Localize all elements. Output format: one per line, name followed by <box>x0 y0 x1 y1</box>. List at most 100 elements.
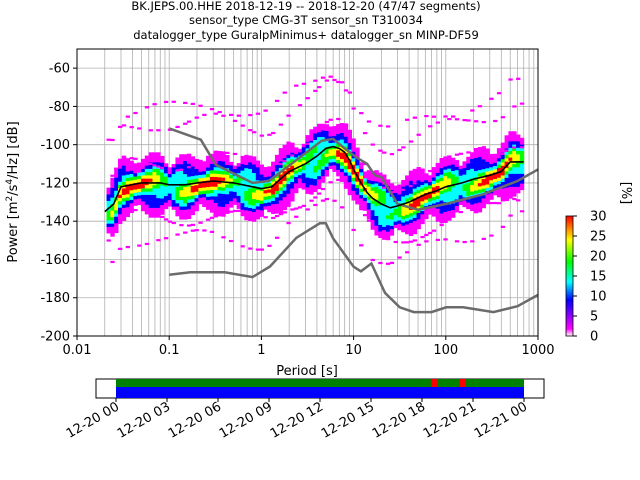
heatmap-cell <box>263 199 268 204</box>
heatmap-cell <box>470 184 475 189</box>
heatmap-cell <box>382 200 387 205</box>
heatmap-cell <box>225 203 230 208</box>
heatmap-cell <box>470 165 475 169</box>
heatmap-cell <box>408 232 414 237</box>
heatmap-cell <box>424 215 429 220</box>
heatmap-cell <box>301 176 307 180</box>
heatmap-cell <box>225 187 230 192</box>
heatmap-cell <box>378 192 383 196</box>
heatmap-cell <box>351 157 356 162</box>
heatmap-cell <box>175 196 180 201</box>
heatmap-cell <box>140 171 146 176</box>
heatmap-outlier-cell <box>424 233 429 237</box>
heatmap-cell <box>209 176 215 181</box>
heatmap-cell <box>309 171 314 176</box>
heatmap-cell <box>290 184 295 189</box>
heatmap-cell <box>359 185 364 189</box>
heatmap-cell <box>470 155 475 160</box>
heatmap-cell <box>317 127 322 131</box>
heatmap-cell <box>240 173 245 178</box>
heatmap-cell <box>320 179 326 183</box>
heatmap-outlier-cell <box>121 156 127 159</box>
heatmap-cell <box>213 176 219 181</box>
x-tick-label: 100 <box>433 343 458 358</box>
heatmap-cell <box>236 195 241 200</box>
heatmap-cell <box>454 192 460 197</box>
heatmap-outlier-cell <box>202 113 207 116</box>
heatmap-cell <box>420 191 425 195</box>
heatmap-cell <box>217 154 222 158</box>
heatmap-cell <box>309 174 314 179</box>
heatmap-cell <box>313 133 318 137</box>
heatmap-cell <box>439 174 444 178</box>
heatmap-cell <box>397 216 402 221</box>
heatmap-cell <box>508 147 513 152</box>
heatmap-cell <box>251 192 257 196</box>
heatmap-outlier-cell <box>420 235 425 239</box>
heatmap-cell <box>420 171 425 176</box>
heatmap-outlier-cell <box>408 240 414 243</box>
heatmap-cell <box>278 196 284 201</box>
heatmap-cell <box>179 193 184 197</box>
heatmap-cell <box>221 161 226 165</box>
heatmap-outlier-cell <box>309 199 314 202</box>
heatmap-outlier-cell <box>125 115 130 118</box>
heatmap-cell <box>332 155 337 159</box>
heatmap-cell <box>148 214 153 218</box>
heatmap-cell <box>152 184 157 189</box>
heatmap-cell <box>160 188 165 193</box>
heatmap-cell <box>286 187 291 191</box>
heatmap-cell <box>443 156 448 160</box>
heatmap-cell <box>156 162 161 166</box>
heatmap-cell <box>213 192 219 197</box>
heatmap-cell <box>359 172 364 176</box>
heatmap-cell <box>481 194 486 199</box>
heatmap-cell <box>202 190 207 195</box>
heatmap-cell <box>374 209 379 213</box>
heatmap-cell <box>374 205 379 210</box>
heatmap-cell <box>512 134 517 139</box>
heatmap-cell <box>336 163 341 167</box>
heatmap-cell <box>206 170 211 175</box>
heatmap-cell <box>443 192 448 196</box>
heatmap-outlier-cell <box>428 231 433 235</box>
heatmap-cell <box>309 187 314 192</box>
heatmap-cell <box>236 198 241 203</box>
heatmap-cell <box>374 225 379 230</box>
heatmap-cell <box>519 150 525 155</box>
heatmap-cell <box>282 187 287 191</box>
heatmap-cell <box>355 178 360 182</box>
heatmap-cell <box>466 173 471 177</box>
heatmap-outlier-cell <box>271 216 276 220</box>
heatmap-cell <box>263 183 268 187</box>
heatmap-cell <box>221 183 226 188</box>
heatmap-cell <box>389 196 395 200</box>
heatmap-cell <box>466 182 471 187</box>
heatmap-cell <box>485 197 490 201</box>
heatmap-cell <box>186 176 192 180</box>
heatmap-cell <box>248 175 253 179</box>
heatmap-cell <box>240 196 245 200</box>
heatmap-cell <box>183 167 188 171</box>
heatmap-cell <box>221 157 226 162</box>
heatmap-cell <box>163 186 169 190</box>
heatmap-cell <box>462 190 467 195</box>
heatmap-cell <box>259 203 264 208</box>
heatmap-cell <box>389 186 395 191</box>
time-tick-label: 12-21 00 <box>472 399 530 441</box>
heatmap-cell <box>152 204 157 208</box>
heatmap-cell <box>244 161 249 165</box>
heatmap-cell <box>313 139 318 144</box>
heatmap-cell <box>156 184 161 189</box>
heatmap-cell <box>286 161 291 165</box>
heatmap-cell <box>450 160 456 165</box>
heatmap-outlier-cell <box>209 230 215 233</box>
heatmap-cell <box>278 161 284 165</box>
heatmap-outlier-cell <box>271 131 276 135</box>
heatmap-cell <box>297 184 303 189</box>
heatmap-cell <box>489 153 494 158</box>
heatmap-cell <box>244 193 249 198</box>
heatmap-outlier-cell <box>163 237 169 240</box>
heatmap-cell <box>244 154 249 159</box>
